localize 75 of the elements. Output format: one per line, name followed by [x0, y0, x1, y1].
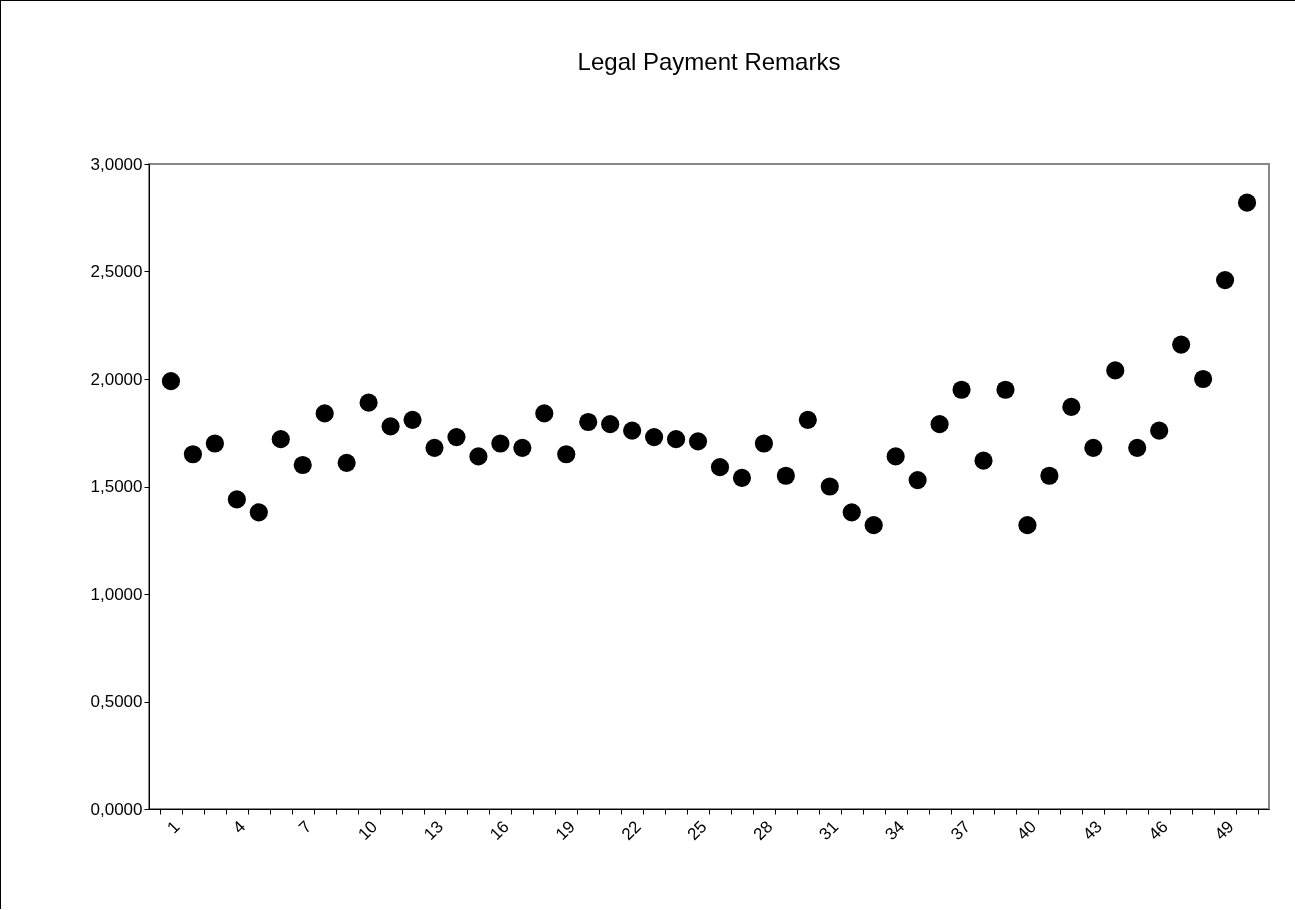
- point: [1106, 361, 1125, 380]
- point: [1194, 369, 1213, 389]
- point: [205, 434, 224, 453]
- point: [842, 503, 861, 522]
- x-tick-label: 43: [1079, 817, 1106, 844]
- y-tick-label: 2,5000: [90, 262, 143, 281]
- x-tick-label: 16: [486, 817, 513, 844]
- x-tick-label: 13: [420, 817, 448, 844]
- point: [227, 490, 246, 509]
- point: [535, 404, 554, 423]
- y-tick-label: 0,5000: [90, 692, 143, 711]
- point: [469, 447, 488, 466]
- point: [1128, 438, 1147, 457]
- x-tick-label: 31: [815, 817, 843, 844]
- point: [579, 412, 598, 432]
- x-tick-label: 37: [947, 817, 975, 844]
- point: [645, 427, 664, 447]
- x-tick-label: 46: [1144, 817, 1172, 844]
- point: [1150, 421, 1169, 440]
- y-tick-label: 1,5000: [90, 477, 143, 496]
- x-tick-label: 19: [551, 817, 579, 844]
- point: [776, 466, 795, 485]
- point: [996, 380, 1015, 399]
- point: [952, 380, 971, 399]
- point: [293, 455, 312, 475]
- x-tick-label: 4: [229, 817, 250, 838]
- point: [1172, 335, 1191, 354]
- point: [798, 410, 817, 429]
- point: [557, 445, 576, 464]
- point: [161, 372, 181, 391]
- point: [1216, 271, 1235, 290]
- point: [601, 415, 620, 434]
- point: [359, 393, 378, 412]
- point: [754, 434, 773, 453]
- point: [710, 458, 730, 477]
- x-tick-label: 40: [1013, 817, 1040, 844]
- x-tick-label: 22: [617, 817, 645, 844]
- point: [491, 434, 510, 453]
- point: [249, 503, 268, 522]
- y-tick-label: 2,0000: [90, 369, 143, 389]
- x-tick-label: 7: [295, 817, 316, 838]
- y-tick-label: 1,0000: [90, 584, 143, 604]
- chart-title: Legal Payment Remarks: [577, 48, 841, 75]
- point: [688, 432, 708, 451]
- point: [1084, 438, 1103, 457]
- point: [886, 447, 905, 466]
- point: [337, 453, 356, 472]
- point: [864, 516, 883, 535]
- x-tick-label: 25: [683, 817, 711, 844]
- x-tick-label: 10: [354, 817, 382, 844]
- point: [908, 470, 927, 490]
- point: [271, 430, 290, 449]
- point: [513, 438, 532, 457]
- point: [1062, 397, 1081, 417]
- point: [315, 404, 334, 423]
- y-tick-label: 0,0000: [90, 799, 143, 819]
- x-tick-label: 1: [163, 817, 184, 838]
- point: [974, 451, 993, 470]
- point: [930, 415, 949, 434]
- x-tick-label: 49: [1210, 817, 1238, 844]
- point: [623, 421, 642, 440]
- point: [732, 468, 752, 487]
- point: [381, 417, 400, 436]
- point: [403, 410, 422, 429]
- x-tick-label: 28: [749, 817, 777, 844]
- x-tick-label: 34: [881, 817, 909, 844]
- point: [820, 477, 839, 496]
- point: [1040, 466, 1059, 485]
- point: [425, 438, 444, 457]
- y-tick-label: 3,0000: [90, 154, 143, 174]
- point: [447, 427, 466, 447]
- point: [1018, 516, 1037, 535]
- point: [183, 445, 202, 464]
- point: [666, 430, 686, 449]
- point: [1237, 193, 1257, 212]
